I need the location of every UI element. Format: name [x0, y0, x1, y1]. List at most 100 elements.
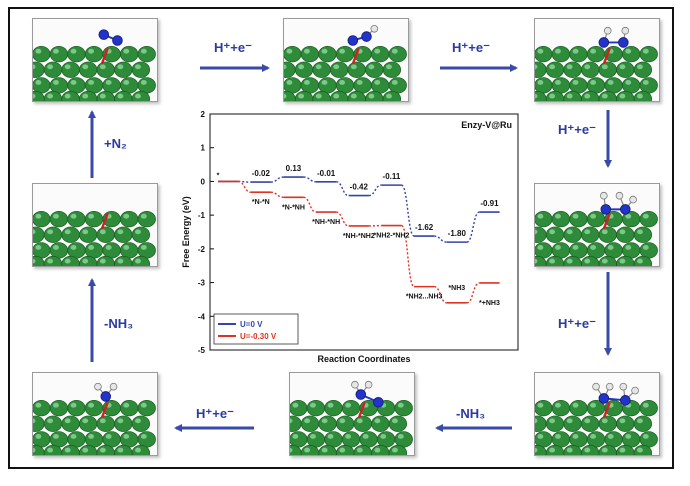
- atom-highlight: [637, 93, 643, 99]
- atom-highlight: [392, 447, 398, 453]
- metal-atom: [569, 399, 588, 417]
- metal-atom: [633, 61, 653, 78]
- metal-atom: [551, 45, 571, 63]
- metal-atom: [131, 90, 151, 101]
- atom-highlight: [140, 48, 147, 54]
- metal-atom: [551, 210, 571, 228]
- energy-connector: [336, 181, 349, 197]
- state-label: *NH3: [448, 285, 465, 292]
- metal-atom: [284, 45, 302, 63]
- hydrogen-atom: [94, 382, 102, 391]
- metal-atom: [131, 61, 151, 78]
- y-tick-label: -4: [198, 312, 206, 321]
- metal-atom: [633, 415, 653, 432]
- nitrogen-atom: [347, 35, 359, 46]
- atom-highlight: [584, 229, 591, 235]
- atom-highlight: [584, 64, 591, 70]
- atom-highlight: [590, 402, 597, 408]
- legend-entry: U=0 V: [240, 320, 263, 329]
- atom-highlight: [70, 245, 77, 250]
- metal-atom: [120, 77, 139, 94]
- metal-atom: [353, 415, 372, 432]
- atom-highlight: [35, 245, 42, 250]
- metal-atom: [290, 431, 308, 448]
- metal-atom: [61, 415, 80, 432]
- atom-highlight: [88, 48, 95, 54]
- atom-highlight: [392, 418, 398, 424]
- atom-highlight: [290, 447, 293, 453]
- metal-atom: [347, 61, 366, 78]
- metal-atom: [84, 431, 104, 448]
- atom-highlight: [117, 418, 124, 424]
- series-u030: [218, 180, 500, 304]
- energy-value-label: -0.91: [480, 199, 499, 208]
- metal-atom: [639, 210, 658, 228]
- atom-highlight: [64, 447, 71, 453]
- y-tick-label: 1: [201, 144, 206, 153]
- metal-atom: [131, 226, 151, 243]
- state-label: *NH2-*NH2: [374, 233, 410, 240]
- vanadium-bond: [100, 401, 109, 419]
- atom-highlight: [535, 258, 538, 264]
- atom-highlight: [298, 93, 305, 99]
- metal-atom: [67, 431, 86, 448]
- atom-highlight: [362, 434, 369, 439]
- atom-highlight: [321, 80, 328, 85]
- surface-model-nh-nh: [535, 26, 658, 101]
- metal-atom: [33, 61, 45, 78]
- surface-model-nh-nh2: [535, 191, 658, 266]
- metal-atom: [96, 226, 115, 243]
- metal-atom: [102, 431, 121, 448]
- metal-atom: [581, 415, 600, 432]
- atom-highlight: [368, 64, 375, 70]
- atom-highlight: [555, 434, 561, 439]
- atom-highlight: [33, 64, 36, 70]
- metal-atom: [639, 431, 658, 448]
- atom-highlight: [310, 402, 316, 408]
- vanadium-bond: [100, 212, 109, 230]
- atom-highlight: [70, 434, 77, 439]
- atom-highlight: [135, 64, 141, 70]
- atom-highlight: [88, 434, 95, 439]
- atom-highlight: [70, 48, 77, 54]
- state-label: *+NH3: [479, 300, 500, 307]
- atom-highlight: [64, 229, 71, 235]
- atom-highlight: [619, 64, 626, 70]
- ru-slab: [535, 45, 658, 101]
- vanadium-bond: [100, 47, 109, 65]
- metal-atom: [306, 431, 326, 448]
- atom-highlight: [315, 64, 322, 70]
- metal-atom: [586, 210, 606, 228]
- atom-highlight: [642, 48, 649, 54]
- metal-atom: [79, 226, 98, 243]
- atom-highlight: [566, 64, 573, 70]
- energy-connector: [434, 285, 447, 304]
- metal-atom: [545, 226, 565, 243]
- structure-tile-3: [534, 18, 660, 102]
- metal-atom: [622, 45, 641, 63]
- vanadium-bond: [357, 401, 366, 419]
- vanadium-bond: [602, 47, 611, 65]
- energy-value-label: -0.02: [252, 169, 271, 178]
- energy-connector: [303, 176, 317, 183]
- atom-highlight: [140, 402, 147, 408]
- metal-atom: [598, 226, 617, 243]
- metal-atom: [137, 45, 156, 63]
- atom-highlight: [625, 48, 632, 54]
- atom-highlight: [88, 245, 95, 250]
- metal-atom: [335, 45, 355, 63]
- metal-atom: [633, 444, 653, 455]
- atom-highlight: [33, 447, 36, 453]
- surface-model-n-nh: [284, 24, 407, 101]
- atom-highlight: [607, 80, 614, 85]
- metal-atom: [388, 45, 407, 63]
- atom-highlight: [572, 402, 579, 408]
- atom-highlight: [380, 434, 387, 439]
- metal-atom: [569, 45, 588, 63]
- arrow-3-label: H⁺+e⁻: [558, 122, 596, 137]
- atom-highlight: [619, 418, 626, 424]
- arrow-7-label: -NH₃: [104, 316, 134, 331]
- atom-highlight: [140, 80, 147, 85]
- legend: U=0 V U=-0.30 V: [213, 313, 299, 345]
- atom-highlight: [345, 434, 352, 439]
